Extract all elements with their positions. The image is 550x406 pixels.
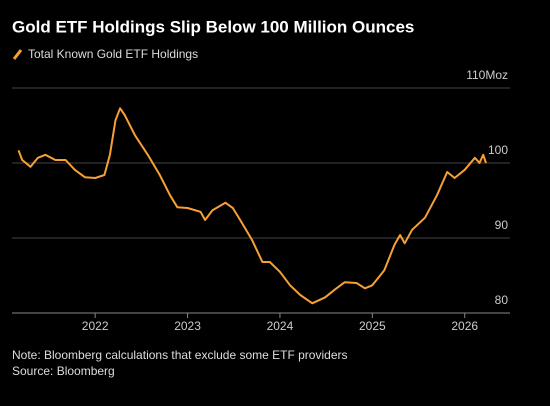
y-tick-label: 90 [495,218,509,232]
note: Note: Bloomberg calculations that exclud… [12,348,348,362]
x-tick-label: 2023 [174,319,201,333]
x-tick-label: 2026 [451,319,478,333]
x-tick-label: 2025 [359,319,386,333]
y-tick-label: 110Moz [466,68,508,82]
x-tick-label: 2024 [267,319,294,333]
chart-title: Gold ETF Holdings Slip Below 100 Million… [12,17,414,36]
line [17,107,487,305]
y-tick-label: 100 [488,143,508,157]
legend-swatch [12,49,23,60]
source: Source: Bloomberg [12,364,115,378]
y-tick-label: 80 [495,293,509,307]
x-tick-label: 2022 [82,319,109,333]
legend-label: Total Known Gold ETF Holdings [28,47,198,61]
